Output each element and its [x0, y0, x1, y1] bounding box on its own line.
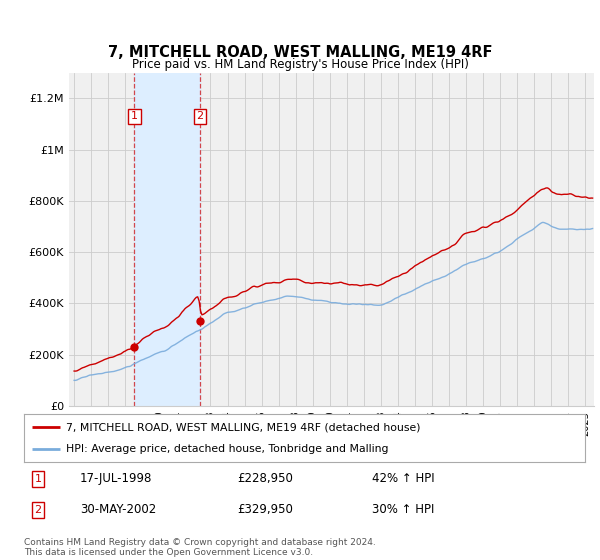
Text: 7, MITCHELL ROAD, WEST MALLING, ME19 4RF: 7, MITCHELL ROAD, WEST MALLING, ME19 4RF	[108, 45, 492, 60]
Text: £228,950: £228,950	[237, 473, 293, 486]
Text: 2: 2	[196, 111, 203, 122]
Text: 2: 2	[34, 505, 41, 515]
Text: £329,950: £329,950	[237, 503, 293, 516]
Text: 7, MITCHELL ROAD, WEST MALLING, ME19 4RF (detached house): 7, MITCHELL ROAD, WEST MALLING, ME19 4RF…	[66, 422, 421, 432]
Text: Contains HM Land Registry data © Crown copyright and database right 2024.
This d: Contains HM Land Registry data © Crown c…	[24, 538, 376, 557]
Text: 1: 1	[35, 474, 41, 484]
Text: 17-JUL-1998: 17-JUL-1998	[80, 473, 152, 486]
Text: 42% ↑ HPI: 42% ↑ HPI	[372, 473, 434, 486]
Text: 1: 1	[131, 111, 138, 122]
Bar	[134, 73, 200, 406]
Text: 30% ↑ HPI: 30% ↑ HPI	[372, 503, 434, 516]
Text: HPI: Average price, detached house, Tonbridge and Malling: HPI: Average price, detached house, Tonb…	[66, 444, 389, 454]
Text: 30-MAY-2002: 30-MAY-2002	[80, 503, 157, 516]
Text: Price paid vs. HM Land Registry's House Price Index (HPI): Price paid vs. HM Land Registry's House …	[131, 58, 469, 71]
